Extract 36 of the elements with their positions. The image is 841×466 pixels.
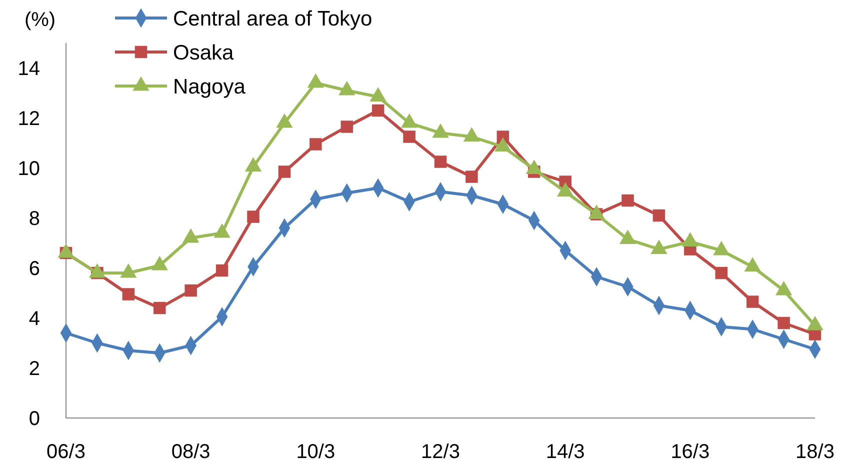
point bbox=[122, 288, 135, 300]
y-tick-label: 4 bbox=[28, 308, 40, 330]
y-tick-label: 0 bbox=[28, 408, 40, 430]
x-tick-label: 18/3 bbox=[796, 441, 834, 463]
y-tick-label: 6 bbox=[28, 258, 40, 280]
point bbox=[746, 296, 759, 308]
point bbox=[340, 120, 353, 133]
x-tick-label: 16/3 bbox=[670, 441, 710, 463]
point bbox=[247, 210, 260, 223]
point bbox=[652, 209, 666, 222]
point bbox=[778, 316, 790, 330]
point bbox=[403, 130, 416, 143]
point bbox=[622, 194, 634, 207]
x-tick-label: 14/3 bbox=[546, 441, 585, 463]
y-tick-label: 12 bbox=[18, 108, 40, 130]
point bbox=[278, 166, 291, 178]
y-axis-title: (%) bbox=[24, 9, 56, 31]
x-tick-label: 08/3 bbox=[171, 441, 210, 463]
point bbox=[310, 138, 322, 150]
legend-label: Central area of Tokyo bbox=[173, 7, 372, 30]
y-tick-label: 2 bbox=[28, 358, 40, 380]
point bbox=[184, 284, 197, 297]
point bbox=[372, 104, 384, 117]
y-tick-label: 14 bbox=[18, 58, 40, 80]
point bbox=[715, 266, 728, 280]
point bbox=[154, 302, 166, 314]
point bbox=[216, 264, 228, 277]
legend-label: Osaka bbox=[173, 41, 234, 64]
x-tick-label: 10/3 bbox=[296, 441, 336, 463]
x-tick-label: 06/3 bbox=[46, 441, 86, 463]
y-tick-label: 10 bbox=[18, 158, 40, 180]
legend-label: Nagoya bbox=[173, 75, 246, 98]
y-tick-label: 8 bbox=[28, 208, 40, 230]
point bbox=[434, 156, 447, 168]
point bbox=[466, 170, 478, 183]
x-tick-label: 12/3 bbox=[421, 441, 460, 463]
